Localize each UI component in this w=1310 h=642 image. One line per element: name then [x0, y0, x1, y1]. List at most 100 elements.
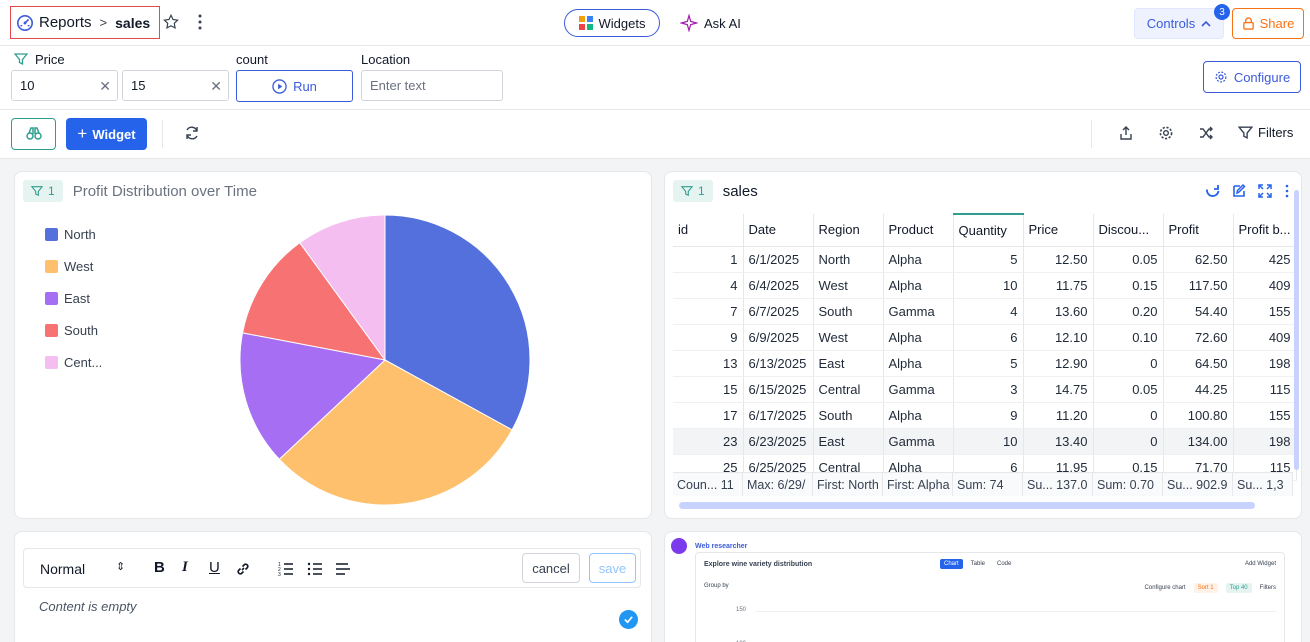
- controls-button[interactable]: Controls: [1134, 8, 1224, 39]
- editor-empty-text[interactable]: Content is empty: [39, 599, 137, 614]
- text-format-select[interactable]: Normal: [40, 561, 86, 577]
- breadcrumb-reports-link[interactable]: Reports: [39, 14, 92, 31]
- table-cell[interactable]: 117.50: [1163, 272, 1234, 299]
- table-cell[interactable]: 198: [1233, 350, 1297, 377]
- table-row[interactable]: 1 6/1/2025 North Alpha 5 12.50 0.05 62.50 425: [673, 246, 1297, 273]
- table-cell[interactable]: 13: [673, 350, 744, 377]
- column-header[interactable]: Discou...: [1093, 214, 1164, 247]
- shuffle-icon[interactable]: [1198, 125, 1214, 141]
- preview-top-pill[interactable]: Top 40: [1225, 583, 1252, 593]
- ask-ai-button[interactable]: Ask AI: [680, 9, 741, 37]
- table-cell[interactable]: 6/15/2025: [743, 376, 814, 403]
- preview-add-widget[interactable]: Add Widget: [1244, 561, 1276, 567]
- filters-button[interactable]: Filters: [1238, 125, 1293, 140]
- explore-button[interactable]: [11, 118, 56, 150]
- preview-group-by[interactable]: Group by: [704, 583, 729, 589]
- legend-item[interactable]: Cent...: [45, 346, 102, 378]
- table-row[interactable]: 17 6/17/2025 South Alpha 9 11.20 0 100.80 155: [673, 402, 1297, 429]
- table-cell[interactable]: 11.75: [1023, 272, 1094, 299]
- reload-icon[interactable]: [1205, 183, 1221, 199]
- table-cell[interactable]: 72.60: [1163, 324, 1234, 351]
- legend-item[interactable]: North: [45, 218, 102, 250]
- add-widget-button[interactable]: + Widget: [66, 118, 147, 150]
- pie-slice-0[interactable]: [384, 214, 531, 431]
- legend-item[interactable]: South: [45, 314, 102, 346]
- price-min-input[interactable]: 10 ✕: [11, 70, 118, 101]
- vertical-scrollbar[interactable]: [1294, 190, 1299, 470]
- table-row[interactable]: 13 6/13/2025 East Alpha 5 12.90 0 64.50 198: [673, 350, 1297, 377]
- star-icon[interactable]: [162, 13, 180, 31]
- table-cell[interactable]: 134.00: [1163, 428, 1234, 455]
- bullet-list-icon[interactable]: [307, 561, 323, 577]
- preview-configure-chart[interactable]: Configure chart: [1144, 585, 1186, 591]
- table-cell[interactable]: Alpha: [883, 272, 954, 299]
- pie-slice-1[interactable]: [278, 359, 513, 506]
- table-cell[interactable]: 0: [1093, 428, 1164, 455]
- table-cell[interactable]: 3: [953, 376, 1024, 403]
- table-row[interactable]: 15 6/15/2025 Central Gamma 3 14.75 0.05 44.25 11…: [673, 376, 1297, 403]
- table-cell[interactable]: 100.80: [1163, 402, 1234, 429]
- table-cell[interactable]: 6/23/2025: [743, 428, 814, 455]
- export-icon[interactable]: [1118, 125, 1134, 141]
- table-row[interactable]: 23 6/23/2025 East Gamma 10 13.40 0 134.00 198: [673, 428, 1297, 455]
- run-button[interactable]: Run: [236, 70, 353, 102]
- underline-icon[interactable]: U: [209, 559, 220, 576]
- table-cell[interactable]: 62.50: [1163, 246, 1234, 273]
- table-cell[interactable]: 44.25: [1163, 376, 1234, 403]
- table-cell[interactable]: East: [813, 428, 884, 455]
- table-cell[interactable]: 409: [1233, 272, 1297, 299]
- table-cell[interactable]: 5: [953, 350, 1024, 377]
- edit-icon[interactable]: [1231, 183, 1247, 199]
- pie-slice-3[interactable]: [241, 241, 387, 361]
- table-row[interactable]: 4 6/4/2025 West Alpha 10 11.75 0.15 117.50 409: [673, 272, 1297, 299]
- table-cell[interactable]: North: [813, 246, 884, 273]
- table-cell[interactable]: 6/13/2025: [743, 350, 814, 377]
- table-cell[interactable]: 198: [1233, 428, 1297, 455]
- column-header[interactable]: Price: [1023, 214, 1094, 247]
- table-cell[interactable]: 0.05: [1093, 376, 1164, 403]
- table-cell[interactable]: 0.05: [1093, 246, 1164, 273]
- widget-filter-tag[interactable]: 1: [23, 180, 63, 202]
- table-cell[interactable]: 7: [673, 298, 744, 325]
- table-cell[interactable]: 4: [673, 272, 744, 299]
- table-cell[interactable]: 425: [1233, 246, 1297, 273]
- confirm-check-icon[interactable]: [619, 610, 638, 629]
- column-header[interactable]: Profit: [1163, 214, 1234, 247]
- table-cell[interactable]: East: [813, 350, 884, 377]
- table-cell[interactable]: 5: [953, 246, 1024, 273]
- table-cell[interactable]: 6/7/2025: [743, 298, 814, 325]
- table-cell[interactable]: South: [813, 298, 884, 325]
- table-cell[interactable]: Alpha: [883, 324, 954, 351]
- table-cell[interactable]: Alpha: [883, 350, 954, 377]
- column-header[interactable]: Profit b...: [1233, 214, 1297, 247]
- table-cell[interactable]: 6/9/2025: [743, 324, 814, 351]
- web-researcher-preview[interactable]: Explore wine variety distribution Chart …: [695, 552, 1285, 642]
- table-cell[interactable]: South: [813, 402, 884, 429]
- table-cell[interactable]: Alpha: [883, 402, 954, 429]
- table-cell[interactable]: 115: [1233, 376, 1297, 403]
- preview-filters[interactable]: Filters: [1259, 585, 1276, 591]
- table-row[interactable]: 9 6/9/2025 West Alpha 6 12.10 0.10 72.60 409: [673, 324, 1297, 351]
- table-cell[interactable]: 64.50: [1163, 350, 1234, 377]
- configure-button[interactable]: Configure: [1203, 61, 1301, 93]
- table-cell[interactable]: 12.10: [1023, 324, 1094, 351]
- table-cell[interactable]: 155: [1233, 298, 1297, 325]
- table-cell[interactable]: Gamma: [883, 298, 954, 325]
- column-header[interactable]: Quantity: [953, 213, 1024, 247]
- legend-item[interactable]: West: [45, 250, 102, 282]
- expand-icon[interactable]: [1257, 183, 1273, 199]
- table-cell[interactable]: 14.75: [1023, 376, 1094, 403]
- table-cell[interactable]: 13.60: [1023, 298, 1094, 325]
- align-left-icon[interactable]: [335, 561, 351, 577]
- ordered-list-icon[interactable]: 123: [278, 561, 294, 577]
- table-cell[interactable]: Alpha: [883, 246, 954, 273]
- widgets-button[interactable]: Widgets: [564, 9, 660, 37]
- bold-icon[interactable]: B: [154, 559, 165, 576]
- save-button[interactable]: save: [589, 553, 636, 583]
- column-header[interactable]: Date: [743, 214, 814, 247]
- more-vertical-icon[interactable]: [1283, 183, 1291, 199]
- italic-icon[interactable]: I: [182, 559, 188, 575]
- preview-sort-pill[interactable]: Sort 1: [1193, 583, 1218, 593]
- table-row[interactable]: 25 6/25/2025 Central Alpha 6 11.95 0.15 71.70 11…: [673, 454, 1297, 481]
- table-cell[interactable]: 6: [953, 324, 1024, 351]
